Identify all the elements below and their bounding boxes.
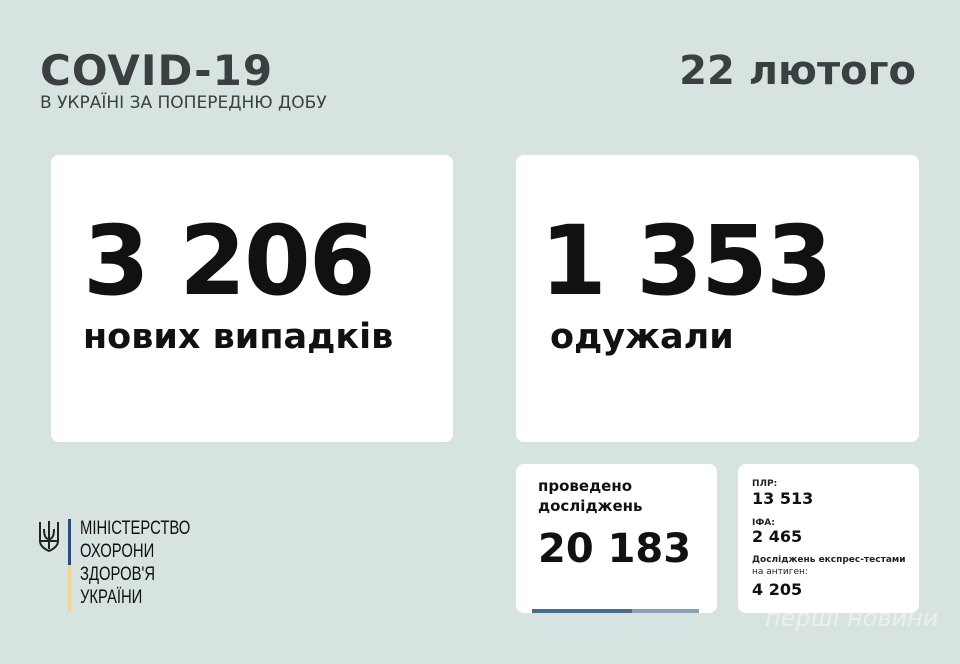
recovered-card: 1 353 одужали (516, 155, 919, 442)
tests-value: 20 183 (538, 526, 692, 572)
ifa-label: ІФА: (752, 518, 775, 528)
flag-divider (68, 519, 71, 611)
recovered-label: одужали (550, 317, 734, 357)
ministry-line2: ОХОРОНИ (80, 541, 155, 562)
ministry-line4: УКРАЇНИ (80, 587, 143, 608)
ministry-logo-text: МІНІСТЕРСТВО ОХОРОНИ ЗДОРОВ'Я УКРАЇНИ (80, 517, 190, 609)
antigen-value: 4 205 (752, 580, 803, 599)
pcr-label: ПЛР: (752, 479, 778, 489)
ministry-line1: МІНІСТЕРСТВО (80, 518, 191, 539)
tests-label-line1: проведено (538, 477, 633, 495)
tests-progress-bar (532, 609, 699, 613)
trident-icon (39, 521, 59, 553)
tests-progress-fill (532, 609, 633, 613)
ifa-value: 2 465 (752, 527, 803, 546)
tests-breakdown-card: ПЛР: 13 513 ІФА: 2 465 Досліджень експре… (738, 464, 919, 613)
antigen-label-line1: Досліджень експрес-тестами (752, 555, 906, 565)
page-title: COVID-19 (40, 46, 274, 95)
pcr-value: 13 513 (752, 489, 814, 508)
new-cases-value: 3 206 (83, 205, 376, 317)
page-subtitle: В УКРАЇНІ ЗА ПОПЕРЕДНЮ ДОБУ (40, 93, 327, 113)
tests-label-line2: досліджень (538, 497, 643, 515)
recovered-value: 1 353 (540, 205, 833, 317)
ministry-line3: ЗДОРОВ'Я (80, 564, 156, 585)
tests-label: проведено досліджень (538, 476, 643, 516)
antigen-label-line2: на антиген: (752, 567, 808, 577)
new-cases-label: нових випадків (83, 317, 394, 357)
tests-card: проведено досліджень 20 183 (516, 464, 717, 613)
report-date: 22 лютого (679, 48, 916, 94)
new-cases-card: 3 206 нових випадків (51, 155, 453, 442)
watermark: перші новини (765, 604, 939, 632)
